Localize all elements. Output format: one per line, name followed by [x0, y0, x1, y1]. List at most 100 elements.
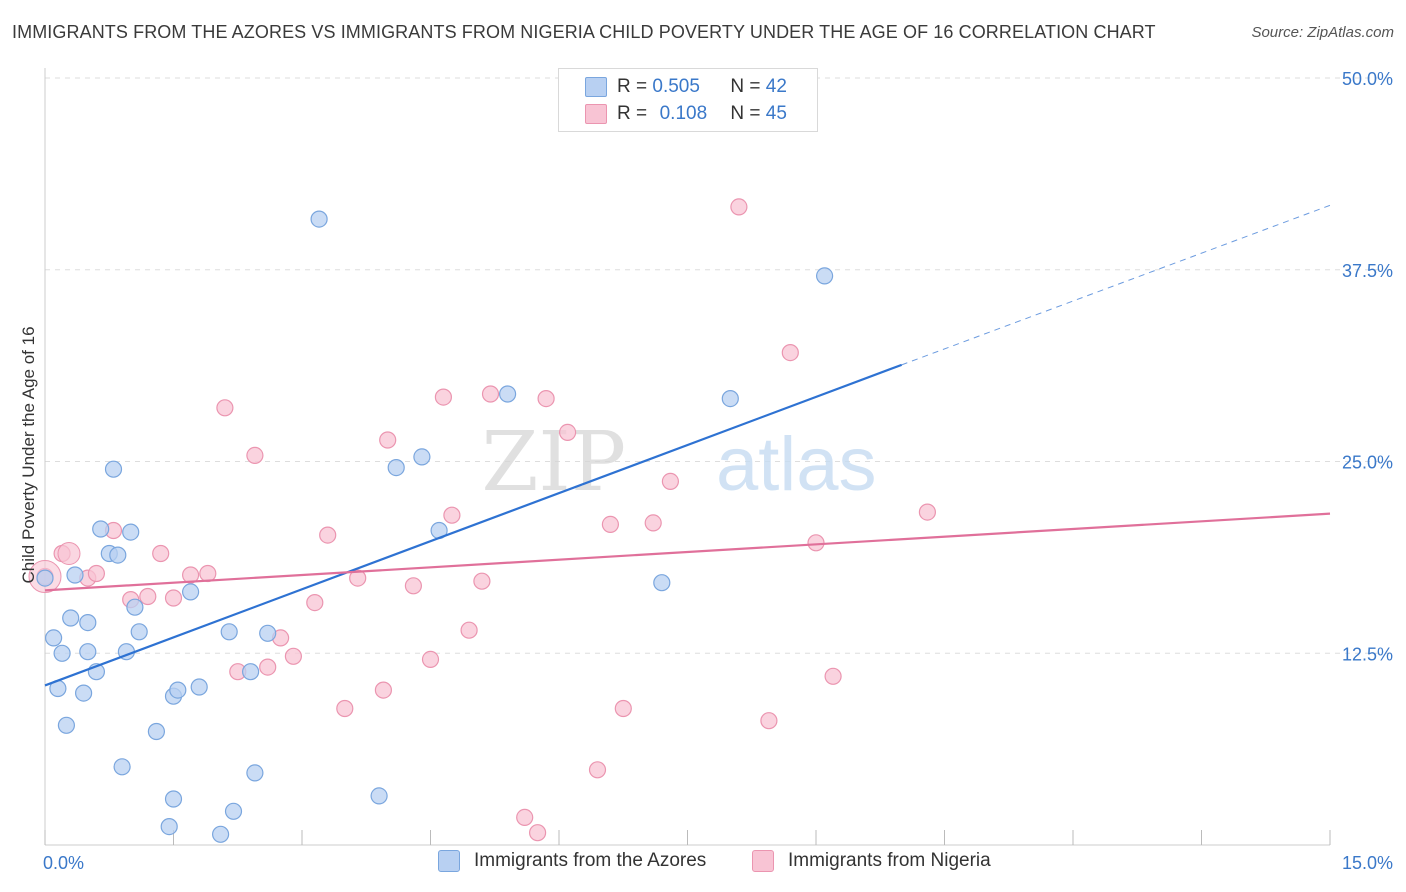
azores-point [79, 643, 97, 661]
correlation-legend: R = 0.505 N = 42 R = 0.108 N = 45 [558, 68, 818, 132]
nigeria-point [661, 472, 680, 490]
n-label: N = [730, 103, 761, 124]
azores-point [182, 583, 200, 601]
nigeria-trend-line [44, 512, 1331, 592]
azores-point [387, 459, 405, 477]
azores-point [113, 758, 131, 776]
nigeria-point [87, 564, 106, 583]
nigeria-point [434, 388, 452, 406]
nigeria-point [246, 446, 264, 464]
watermark-atlas: atlas [716, 422, 877, 507]
azores-point [109, 546, 127, 564]
legend-item-nigeria[interactable]: Immigrants from Nigeria [752, 850, 991, 872]
azores-point [653, 574, 671, 592]
azores-point [815, 267, 834, 285]
axis-labels: 12.5% 25.0% 37.5% 50.0% 0.0% 15.0% Child Pover… [19, 69, 1393, 873]
nigeria-point [601, 515, 620, 534]
nigeria-point [730, 198, 748, 216]
azores-legend-label: Immigrants from the Azores [474, 850, 707, 871]
nigeria-point [259, 658, 277, 676]
nigeria-point [481, 385, 500, 403]
nigeria-point [588, 761, 607, 779]
azores-point [126, 598, 144, 616]
nigeria-point [781, 344, 799, 362]
legend-row-nigeria: R = 0.108 N = 45 [585, 102, 787, 126]
nigeria-r-value: 0.108 [659, 103, 708, 124]
azores-point [220, 623, 238, 641]
axes-layer [44, 68, 1331, 846]
nigeria-point [473, 572, 491, 590]
grid-layer [45, 77, 1395, 654]
n-label: N = [730, 76, 761, 97]
nigeria-point [379, 431, 397, 449]
nigeria-point [284, 647, 302, 665]
nigeria-point [164, 589, 183, 607]
nigeria-point [182, 566, 200, 584]
azores-point [169, 681, 187, 699]
x-tick-label: 0.0% [43, 853, 84, 873]
nigeria-n-value: 45 [765, 103, 787, 124]
chart-title: IMMIGRANTS FROM THE AZORES VS IMMIGRANTS… [12, 22, 1156, 42]
azores-point [370, 787, 388, 805]
nigeria-point [349, 569, 367, 587]
azores-point [160, 817, 178, 836]
azores-point [224, 802, 243, 820]
r-label: R = [617, 76, 648, 97]
legend-row-azores: R = 0.505 N = 42 [585, 75, 787, 99]
y-axis-title: Child Poverty Under the Age of 16 [19, 326, 38, 583]
nigeria-point [824, 667, 842, 685]
series-legend: Immigrants from the Azores Immigrants fr… [0, 850, 1406, 880]
nigeria-point [374, 681, 392, 699]
x-tick-label: 15.0% [1342, 853, 1393, 873]
nigeria-legend-swatch [752, 850, 774, 872]
nigeria-point [537, 390, 555, 408]
nigeria-points [28, 198, 937, 842]
nigeria-point [918, 503, 937, 521]
azores-point [74, 684, 93, 702]
nigeria-point [319, 526, 337, 544]
nigeria-point [760, 712, 778, 730]
azores-legend-swatch [438, 850, 460, 872]
azores-point [92, 520, 110, 538]
azores-point [212, 825, 230, 843]
azores-r-value: 0.505 [652, 76, 700, 97]
azores-point [246, 764, 264, 782]
y-tick-label: 37.5% [1342, 261, 1393, 281]
nigeria-point [404, 577, 422, 595]
azores-point [104, 460, 123, 478]
nigeria-point [443, 506, 461, 524]
azores-point [499, 385, 517, 403]
nigeria-point [336, 699, 354, 718]
source-label: Source: ZipAtlas.com [1251, 24, 1394, 41]
nigeria-point [199, 564, 217, 583]
azores-point [310, 210, 328, 228]
azores-point [66, 566, 84, 584]
nigeria-legend-label: Immigrants from Nigeria [788, 850, 991, 871]
nigeria-point [558, 423, 577, 441]
nigeria-point [139, 587, 157, 606]
azores-point [57, 716, 76, 734]
azores-point [242, 663, 260, 681]
azores-swatch [585, 77, 607, 97]
legend-item-azores[interactable]: Immigrants from the Azores [438, 850, 706, 872]
azores-trend-extension [901, 204, 1331, 366]
azores-trend-line [44, 363, 903, 687]
nigeria-point [614, 699, 632, 718]
azores-points [36, 210, 834, 843]
nigeria-point [460, 621, 478, 639]
nigeria-swatch [585, 104, 607, 124]
r-label: R = [617, 103, 648, 124]
azores-point [721, 390, 739, 408]
nigeria-point [528, 824, 547, 842]
azores-point [164, 790, 183, 808]
azores-point [259, 624, 277, 642]
azores-point [36, 569, 54, 587]
azores-point [62, 609, 80, 627]
nigeria-point [216, 399, 234, 417]
azores-point [147, 722, 165, 741]
trend-lines [44, 204, 1331, 687]
y-tick-label: 50.0% [1342, 69, 1393, 89]
azores-point [413, 448, 431, 466]
azores-point [79, 613, 97, 632]
